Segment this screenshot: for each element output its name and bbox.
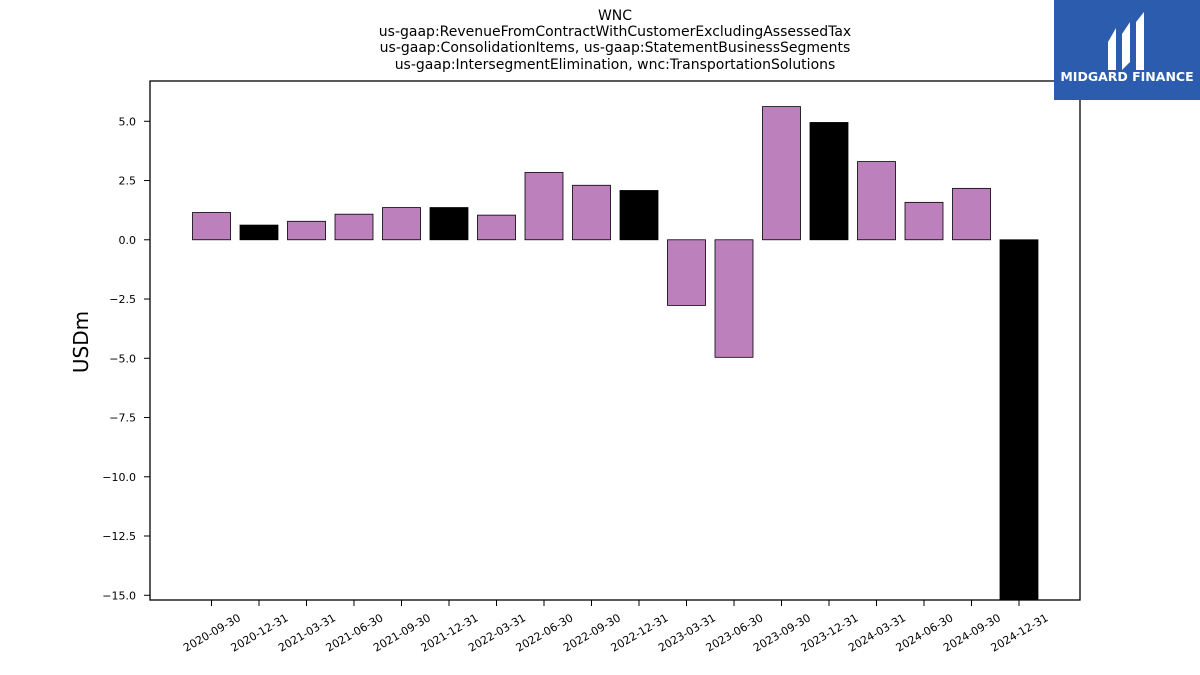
bar-2022-12-31 — [619, 190, 659, 241]
y-tick-label: 2.5 — [119, 175, 137, 188]
title-line-1: WNC — [598, 8, 632, 24]
bar-2022-06-30 — [524, 172, 564, 241]
title-line-4: us-gaap:IntersegmentElimination, wnc:Tra… — [395, 57, 836, 73]
bar-2021-03-31 — [287, 220, 326, 241]
y-tick-label: −15.0 — [102, 589, 136, 602]
plot-frame — [149, 80, 1081, 601]
bar-2024-06-30 — [904, 201, 944, 241]
y-tick-label: 0.0 — [119, 234, 137, 247]
y-tick-label: −5.0 — [109, 352, 136, 365]
title-line-3: us-gaap:ConsolidationItems, us-gaap:Stat… — [380, 40, 851, 56]
bar-2021-09-30 — [382, 207, 421, 241]
y-tick-label: −7.5 — [109, 412, 136, 425]
y-tick-label: 5.0 — [119, 115, 137, 128]
bar-2024-09-30 — [952, 187, 991, 241]
y-tick-label: −2.5 — [109, 293, 136, 306]
midgard-finance-logo: MIDGARD FINANCE — [1054, 0, 1200, 100]
bar-2023-09-30 — [762, 106, 801, 241]
logo-mark-icon — [1108, 12, 1144, 70]
bar-2022-09-30 — [572, 184, 611, 241]
bar-2020-12-31 — [239, 224, 279, 241]
logo-text: MIDGARD FINANCE — [1060, 69, 1193, 84]
y-axis: 5.0 2.5 0.0 −2.5 −5.0 −7.5 −10.0 −12.5 −15.0 — [102, 115, 150, 602]
bar-2020-09-30 — [192, 212, 231, 241]
bar-2022-03-31 — [477, 214, 516, 241]
bar-2021-12-31 — [429, 207, 469, 241]
chart-title: WNC us-gaap:RevenueFromContractWithCusto… — [379, 8, 851, 73]
bar-2023-03-31 — [667, 239, 706, 306]
x-axis: 2020-09-302020-12-312021-03-312021-06-30… — [181, 600, 1051, 655]
bar-2024-12-31 — [999, 239, 1039, 601]
bar-2021-06-30 — [334, 213, 374, 241]
bars-group — [192, 106, 1039, 601]
bar-2023-06-30 — [714, 239, 754, 358]
title-line-2: us-gaap:RevenueFromContractWithCustomerE… — [379, 24, 851, 40]
y-tick-label: −12.5 — [102, 530, 136, 543]
bar-2023-12-31 — [809, 122, 849, 241]
y-axis-label: USDm — [69, 311, 93, 373]
bar-2024-03-31 — [857, 161, 896, 241]
y-tick-label: −10.0 — [102, 471, 136, 484]
